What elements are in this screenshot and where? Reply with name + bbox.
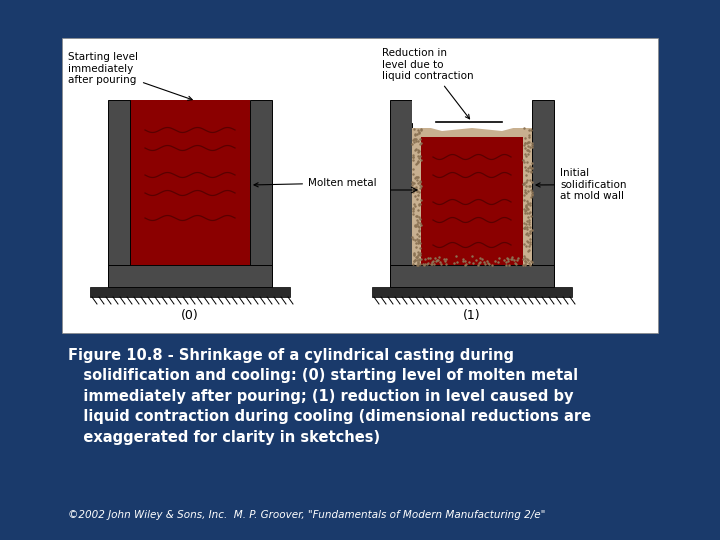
Bar [250, 100, 272, 287]
Bar [108, 100, 130, 287]
Text: ©2002 John Wiley & Sons, Inc.  M. P. Groover, "Fundamentals of Modern Manufactur: ©2002 John Wiley & Sons, Inc. M. P. Groo… [68, 510, 545, 520]
Bar [412, 128, 532, 265]
Bar [108, 265, 272, 287]
Bar [532, 100, 554, 287]
Text: (1): (1) [463, 309, 481, 322]
Text: Reduction in
level due to
liquid contraction: Reduction in level due to liquid contrac… [382, 48, 474, 119]
Text: Initial
solidification
at mold wall: Initial solidification at mold wall [536, 168, 626, 201]
Text: Figure 10.8 - Shrinkage of a cylindrical casting during
   solidification and co: Figure 10.8 - Shrinkage of a cylindrical… [68, 348, 591, 444]
Bar [130, 100, 250, 265]
Bar [390, 100, 412, 287]
Bar [390, 265, 554, 287]
Bar [421, 137, 523, 265]
Bar [62, 38, 658, 333]
Bar [372, 287, 572, 297]
Bar [90, 287, 290, 297]
Text: Starting level
immediately
after pouring: Starting level immediately after pouring [68, 52, 192, 100]
Polygon shape [412, 100, 532, 131]
Text: (0): (0) [181, 309, 199, 322]
Text: Molten metal: Molten metal [254, 178, 377, 188]
